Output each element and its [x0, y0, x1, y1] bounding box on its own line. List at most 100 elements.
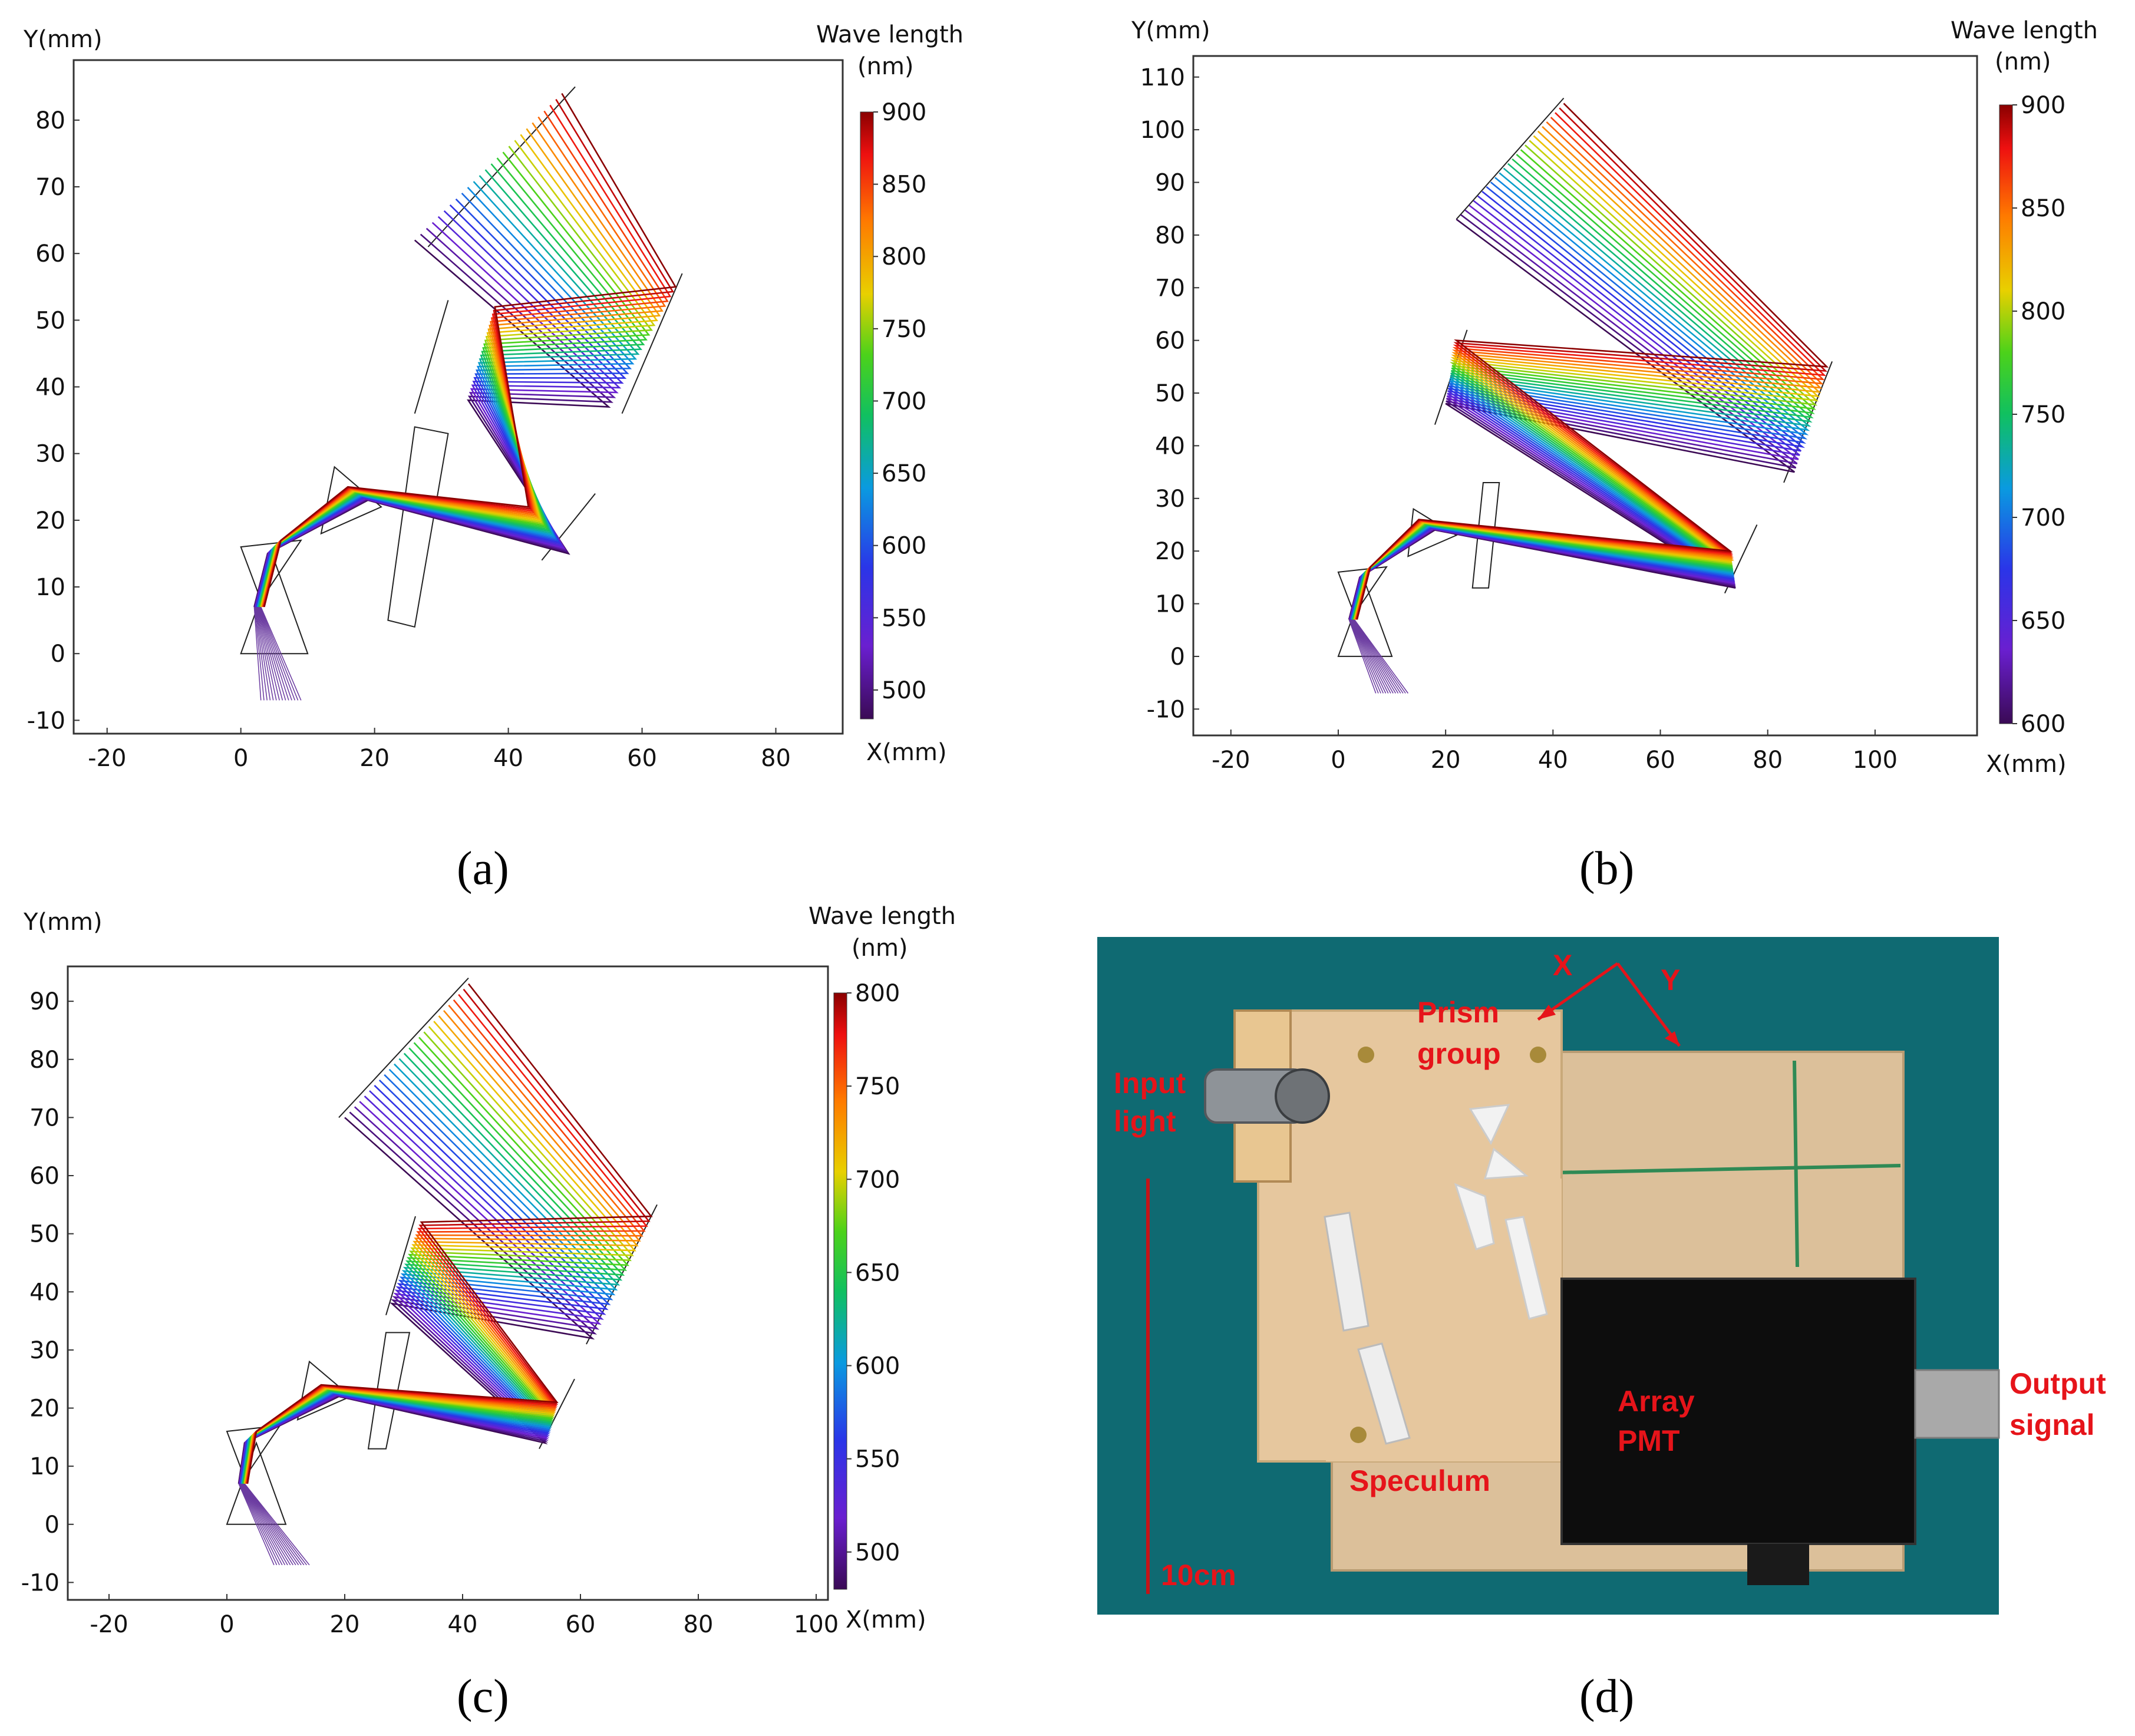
lens-outline — [367, 1332, 411, 1450]
input-ray — [1350, 619, 1387, 694]
y-tick-label: 100 — [1140, 117, 1185, 144]
y-tick-label: 20 — [1155, 538, 1185, 565]
input-ray — [1349, 619, 1384, 694]
y-tick-label: 80 — [1155, 222, 1185, 249]
lens-outline — [1471, 481, 1500, 589]
x-tick-labels: -20 0 20 40 60 80 100 — [90, 1594, 839, 1638]
colorbar-tick-label: 750 — [2021, 401, 2065, 428]
output-signal-label-line1: Output — [2009, 1367, 2106, 1400]
mirror-outline — [414, 300, 449, 414]
y-tick-label: 30 — [1155, 486, 1185, 513]
dispersed-ray — [263, 93, 677, 608]
panel-label-a: (a) — [457, 843, 509, 895]
x-tick-label: 0 — [219, 1611, 234, 1638]
x-tick-label: 60 — [566, 1611, 596, 1638]
y-tick-label: 40 — [1155, 433, 1185, 460]
speculum-mirror — [1324, 1212, 1370, 1332]
colorbar-tick-label: 550 — [855, 1446, 900, 1473]
colorbar: 500 550 600 650 700 750 800 — [833, 980, 900, 1590]
y-tick-label: 70 — [35, 174, 65, 201]
dispersed-ray — [258, 169, 643, 608]
prism — [1454, 1183, 1495, 1250]
plot-frame — [72, 59, 844, 735]
colorbar-title-line2: (nm) — [852, 935, 908, 962]
mirror-outline — [338, 978, 469, 1118]
input-ray — [256, 606, 274, 701]
y-tick-labels: -10 0 10 20 30 40 50 60 70 80 — [27, 107, 80, 734]
x-tick-label: 80 — [684, 1611, 714, 1638]
y-tick-label: 60 — [1155, 328, 1185, 355]
prism-group-label-line1: Prism — [1417, 996, 1499, 1029]
mirror-outline — [621, 273, 683, 414]
dispersed-ray — [261, 128, 661, 608]
dispersed-ray — [257, 181, 638, 608]
dispersed-ray — [258, 163, 645, 608]
input-ray — [254, 606, 265, 701]
input-ray — [241, 1483, 293, 1566]
x-tick-label: 60 — [1645, 747, 1675, 774]
colorbar-title-line1: Wave length — [1951, 17, 2098, 44]
y-tick-label: 80 — [35, 107, 65, 134]
input-ray — [1351, 619, 1391, 694]
input-ray — [1351, 619, 1394, 694]
x-arrow-head — [1538, 1005, 1556, 1019]
scale-bar-label: 10cm — [1161, 1559, 1236, 1592]
input-ray — [259, 606, 296, 701]
plot-frame — [67, 965, 829, 1601]
y-tick-label: 60 — [29, 1163, 60, 1190]
input-light-label-line2: light — [1114, 1105, 1176, 1138]
colorbar-tick-label: 500 — [882, 677, 926, 704]
speculum-label: Speculum — [1349, 1464, 1490, 1497]
input-ray — [258, 606, 286, 701]
input-ray — [240, 1483, 288, 1566]
dispersed-ray — [257, 187, 635, 608]
dispersed-ray — [246, 983, 653, 1484]
input-ray — [1352, 619, 1397, 694]
screw — [1358, 1047, 1374, 1063]
input-ray — [256, 606, 280, 701]
mirror-outline — [385, 1216, 416, 1316]
output-signal-label-line2: signal — [2009, 1408, 2094, 1441]
colorbar: 500 550 600 650 700 750 800 850 900 — [860, 99, 926, 720]
y-tick-label: 50 — [1155, 380, 1185, 407]
dispersed-ray — [263, 98, 674, 608]
y-tick-label: 0 — [51, 641, 65, 668]
prism-outline — [1337, 566, 1388, 616]
plate-grid-line — [1793, 1060, 1799, 1268]
panel-label-d: (d) — [1579, 1671, 1634, 1722]
y-axis-label: Y(mm) — [23, 909, 103, 936]
input-ray — [1349, 619, 1381, 694]
y-tick-label: 90 — [1155, 170, 1185, 197]
y-tick-label: 50 — [35, 307, 65, 334]
colorbar-tick-label: 850 — [882, 171, 926, 199]
prism-outline — [240, 539, 302, 602]
y-tick-label: 40 — [29, 1279, 60, 1306]
x-axis-label: X(mm) — [1986, 751, 2067, 778]
y-tick-label: -10 — [1147, 696, 1185, 723]
x-tick-labels: -20 0 20 40 60 80 100 — [1212, 730, 1898, 774]
input-ray — [256, 606, 277, 701]
colorbar-tick-label: 600 — [2021, 711, 2065, 738]
y-tick-label: 80 — [29, 1047, 60, 1074]
dispersed-ray — [253, 239, 611, 608]
array-pmt-label-line1: Array — [1618, 1385, 1695, 1418]
y-tick-label: 30 — [29, 1337, 60, 1364]
x-tick-label: 60 — [627, 745, 657, 772]
y-tick-label: 10 — [35, 574, 65, 601]
colorbar-title-line2: (nm) — [1995, 48, 2051, 75]
x-tick-label: 40 — [493, 745, 523, 772]
x-axis-label: X(mm) — [846, 1606, 926, 1633]
lens-outline — [387, 426, 449, 628]
colorbar-gradient — [833, 992, 847, 1590]
y-tick-label: 20 — [29, 1395, 60, 1423]
colorbar-tick-label: 750 — [855, 1073, 900, 1100]
y-tick-label: 30 — [35, 441, 65, 468]
colorbar-tick-label: 650 — [855, 1259, 900, 1286]
y-arrow-head — [1665, 1031, 1679, 1046]
prism — [1483, 1147, 1529, 1180]
pmt-mount — [1747, 1544, 1809, 1585]
colorbar-tick-label: 850 — [2021, 195, 2065, 222]
input-light-label-line1: Input — [1114, 1067, 1186, 1100]
colorbar-tick-label: 650 — [2021, 608, 2065, 635]
prism-outline — [296, 1360, 352, 1421]
